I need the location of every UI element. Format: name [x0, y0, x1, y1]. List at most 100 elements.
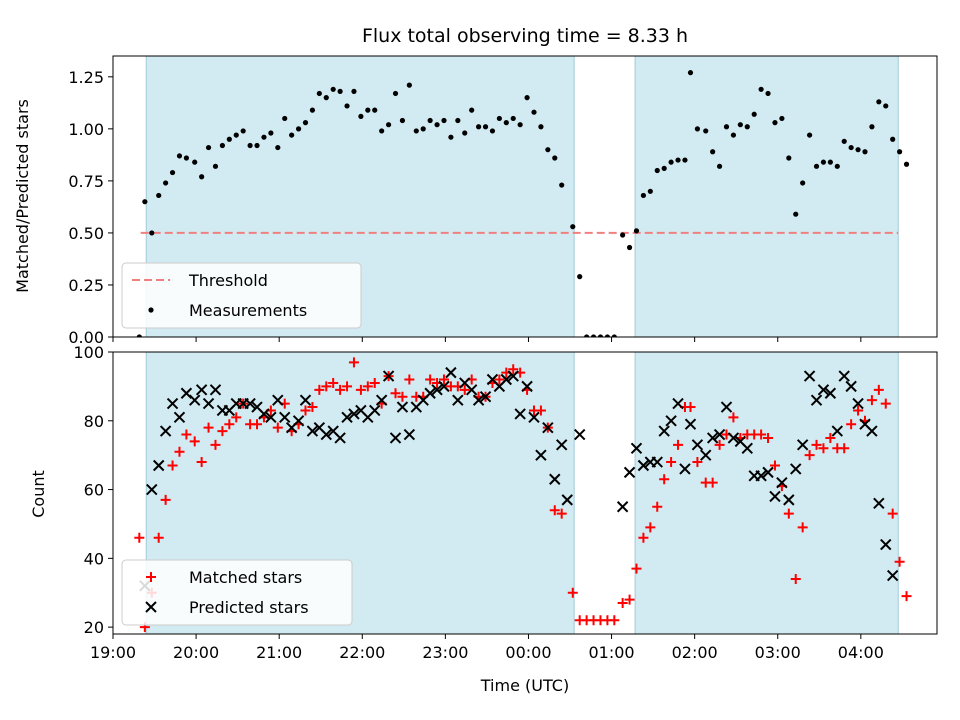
data-point — [744, 124, 750, 130]
data-point — [351, 88, 357, 94]
data-point — [827, 159, 833, 165]
data-point — [528, 411, 540, 424]
data-point — [149, 230, 155, 236]
legend-swatch — [145, 601, 157, 613]
data-point — [307, 402, 318, 413]
data-point — [647, 188, 653, 194]
data-point — [459, 384, 470, 395]
data-point — [510, 115, 516, 122]
data-point — [654, 167, 660, 174]
data-point — [397, 391, 408, 402]
x-tick-label: 03:00 — [755, 643, 801, 662]
data-point — [205, 144, 212, 151]
data-point — [887, 508, 898, 519]
data-point — [254, 142, 260, 149]
legend-label: Matched stars — [189, 568, 302, 587]
y-tick-label: 0.00 — [68, 328, 104, 347]
data-point — [219, 142, 226, 149]
data-point — [334, 432, 346, 444]
data-point — [703, 128, 709, 134]
data-point — [573, 428, 586, 441]
data-point — [691, 439, 704, 451]
top-panel: 0.00 0.25 0.50 0.75 1.00 1.25 Threshold Measure… — [68, 55, 938, 347]
data-point — [279, 411, 291, 424]
legend-swatch — [146, 572, 156, 582]
y-tick-label: 40 — [84, 549, 104, 568]
data-point — [479, 390, 492, 403]
data-point — [714, 439, 725, 450]
data-point — [584, 334, 590, 337]
data-point — [434, 122, 440, 128]
data-point — [233, 132, 239, 138]
data-point — [685, 402, 696, 413]
data-point — [723, 124, 730, 130]
data-point — [813, 163, 820, 169]
data-point — [886, 569, 899, 582]
data-point — [292, 415, 305, 427]
data-point — [538, 124, 544, 130]
data-point — [160, 494, 171, 505]
data-point — [845, 380, 857, 393]
data-point — [337, 88, 343, 94]
data-point — [231, 412, 242, 423]
data-point — [707, 477, 718, 488]
data-point — [727, 432, 740, 444]
data-point — [796, 439, 809, 451]
data-point — [202, 397, 215, 410]
data-point — [901, 591, 912, 602]
data-point — [240, 128, 246, 134]
legend-box — [121, 262, 362, 329]
data-point — [803, 370, 816, 382]
data-point — [189, 394, 201, 406]
data-point — [772, 120, 778, 126]
data-point — [169, 169, 176, 176]
data-point — [482, 124, 489, 130]
data-point — [790, 463, 802, 475]
data-point — [469, 107, 475, 113]
data-point — [295, 126, 302, 132]
data-point — [323, 95, 329, 101]
data-point — [508, 364, 519, 375]
data-point — [403, 428, 416, 441]
data-point — [156, 192, 162, 199]
data-point — [651, 456, 663, 468]
data-point — [666, 457, 677, 468]
data-point — [672, 397, 684, 410]
data-point — [176, 153, 183, 159]
data-point — [392, 90, 399, 97]
data-point — [159, 425, 172, 437]
data-point — [375, 394, 388, 406]
data-point — [265, 411, 277, 424]
data-point — [897, 149, 903, 155]
data-point — [706, 432, 719, 444]
data-point — [866, 425, 878, 437]
data-point — [247, 142, 253, 149]
x-tick-label: 23:00 — [422, 643, 468, 662]
data-point — [730, 132, 737, 138]
x-tick-label: 20:00 — [173, 643, 219, 662]
data-point — [136, 334, 142, 337]
data-point — [825, 432, 836, 443]
data-point — [192, 159, 198, 165]
data-point — [853, 405, 864, 416]
data-point — [673, 439, 684, 450]
data-point — [873, 384, 884, 395]
data-point — [769, 490, 781, 503]
data-point — [166, 397, 179, 410]
data-point — [385, 122, 392, 128]
shaded-interval — [635, 56, 899, 337]
data-point — [424, 387, 436, 399]
data-point — [866, 395, 877, 406]
data-point — [876, 99, 882, 105]
data-point — [804, 450, 815, 461]
data-point — [404, 374, 415, 385]
data-point — [258, 408, 270, 420]
legend: Threshold Measurements — [121, 262, 362, 329]
data-point — [289, 132, 295, 138]
data-point — [597, 334, 604, 337]
data-point — [153, 532, 164, 543]
data-point — [716, 163, 723, 169]
data-point — [616, 501, 629, 513]
shaded-interval — [635, 352, 899, 634]
data-point — [372, 107, 378, 113]
